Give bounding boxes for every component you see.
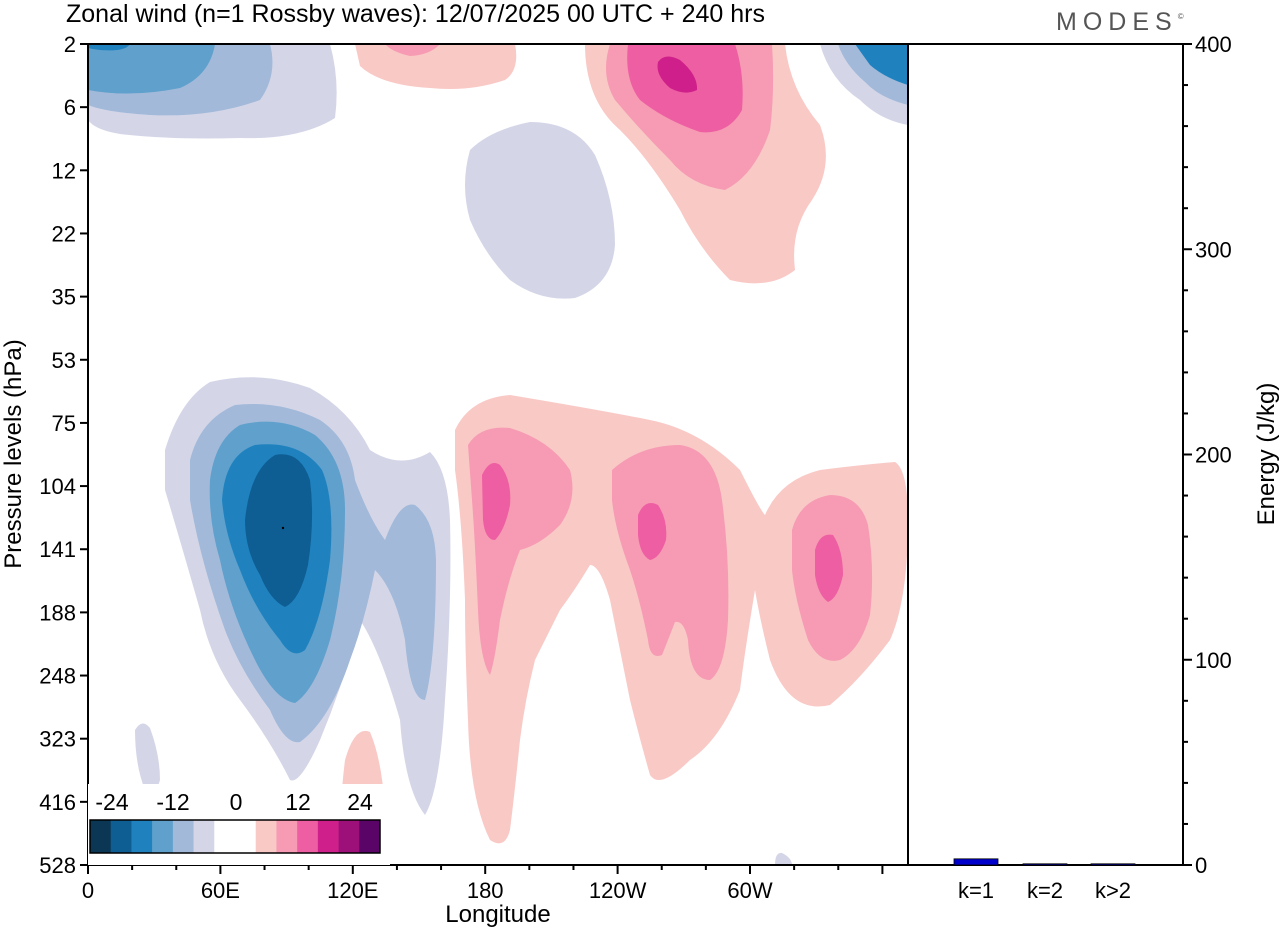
energy-tick-label: 400 xyxy=(1195,32,1232,57)
colorbar-label: -24 xyxy=(95,789,128,815)
contour-neg-3 xyxy=(88,44,215,94)
contour-neg-14 xyxy=(135,723,160,793)
colorbar-label: 0 xyxy=(230,789,243,815)
colorbar-label: 24 xyxy=(347,789,373,815)
y-tick-label: 35 xyxy=(52,285,76,310)
colorbar-swatch xyxy=(297,820,319,853)
contour-pos-6 xyxy=(657,56,698,93)
brand-text: MODES xyxy=(1056,8,1178,36)
y-tick-label: 6 xyxy=(64,95,76,120)
colorbar-swatch xyxy=(214,820,236,853)
contour-pos-13 xyxy=(815,534,843,602)
y-tick-label: 104 xyxy=(39,474,76,499)
y-tick-label: 528 xyxy=(39,853,76,878)
contour-neg-7 xyxy=(855,44,908,85)
colorbar-swatch xyxy=(110,820,132,853)
y-tick-label: 416 xyxy=(39,790,76,815)
colorbar-swatch xyxy=(152,820,174,853)
energy-tick-label: 200 xyxy=(1195,443,1232,468)
energy-bars xyxy=(953,858,1136,866)
contour-field xyxy=(88,44,908,865)
contour-neg-8 xyxy=(465,122,615,299)
contour-neg-15 xyxy=(775,852,792,865)
y-tick-label: 12 xyxy=(52,158,76,183)
colorbar-swatch xyxy=(90,820,112,853)
energy-tick-label: 0 xyxy=(1195,853,1207,878)
x-tick-label: 60E xyxy=(201,878,240,903)
energy-bar xyxy=(1090,863,1136,866)
energy-tick-label: 300 xyxy=(1195,237,1232,262)
y-tick-label: 22 xyxy=(52,221,76,246)
y-tick-label: 188 xyxy=(39,600,76,625)
contour-neg-4 xyxy=(88,44,130,51)
colorbar-swatch xyxy=(338,820,360,853)
colorbar-label: 12 xyxy=(285,789,311,815)
x-tick-label: 120E xyxy=(327,878,378,903)
y-tick-label: 141 xyxy=(39,537,76,562)
y-tick-label: 248 xyxy=(39,664,76,689)
colorbar-swatch xyxy=(131,820,153,853)
colorbar-frame xyxy=(89,819,381,854)
contour-neg-13 xyxy=(245,454,313,607)
brand-logo: MODES© xyxy=(1056,8,1184,37)
x-tick-label: 0 xyxy=(82,878,94,903)
x-axis: 0 60E 120E 180 120W 60W xyxy=(82,865,884,903)
y-tick-label: 75 xyxy=(52,411,76,436)
colorbar-swatch xyxy=(193,820,215,853)
energy-bar xyxy=(1022,863,1068,866)
colorbar-swatch xyxy=(359,820,381,853)
contour-pos-12 xyxy=(638,502,667,560)
x-axis-title: Longitude xyxy=(445,901,550,928)
energy-bar-labels: k=1 k=2 k>2 xyxy=(958,878,1131,903)
colorbar-swatch xyxy=(172,820,194,853)
x-tick-label: 120W xyxy=(589,878,647,903)
y-axis-title: Pressure levels (hPa) xyxy=(0,339,27,568)
colorbar-swatch xyxy=(235,820,257,853)
contour-pos-2 xyxy=(385,44,440,56)
contour-center-dot xyxy=(281,526,285,530)
chart-title: Zonal wind (n=1 Rossby waves): 12/07/202… xyxy=(66,0,765,28)
brand-copyright: © xyxy=(1177,12,1184,21)
y-axis-left: 2 6 12 22 35 53 75 104 141 188 248 323 416 528 xyxy=(39,32,88,878)
colorbar-swatch xyxy=(276,820,298,853)
y-tick-label: 53 xyxy=(52,348,76,373)
y-tick-label: 323 xyxy=(39,727,76,752)
y-tick-label: 2 xyxy=(64,32,76,57)
energy-axis-title: Energy (J/kg) xyxy=(1253,383,1280,526)
colorbar-swatch xyxy=(255,820,277,853)
energy-bar xyxy=(953,858,999,866)
y-axis-right: 0 100 200 300 400 xyxy=(1183,32,1232,878)
energy-tick-label: 100 xyxy=(1195,648,1232,673)
energy-bar-label: k>2 xyxy=(1095,878,1131,903)
energy-bar-label: k=1 xyxy=(958,878,994,903)
energy-bar-label: k=2 xyxy=(1027,878,1063,903)
contour-pos-9 xyxy=(612,445,729,680)
colorbar: -24 -12 0 12 24 xyxy=(88,784,390,865)
x-tick-label: 60W xyxy=(727,878,772,903)
colorbar-swatch xyxy=(317,820,339,853)
contour-pos-11 xyxy=(482,462,511,540)
x-tick-label: 180 xyxy=(467,878,504,903)
contour-pos-1 xyxy=(355,44,517,89)
colorbar-label: -12 xyxy=(156,789,189,815)
energy-frame xyxy=(907,43,1184,866)
